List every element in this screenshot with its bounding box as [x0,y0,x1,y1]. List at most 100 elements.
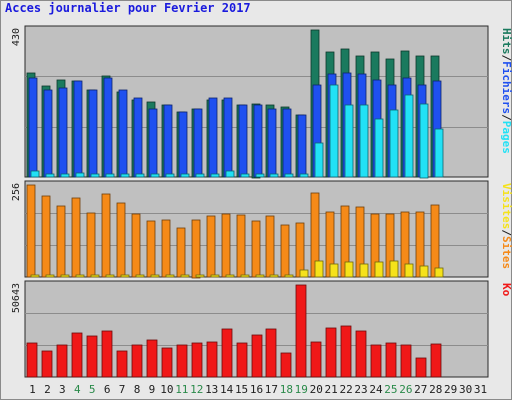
bar-sites-day-1 [26,184,36,278]
bar-visites-day-17 [269,274,279,278]
x-tick-label-day-15: 15 [235,383,248,396]
bar-ko-day-4 [71,332,83,378]
bar-ko-day-12 [191,342,203,378]
bar-pages-day-13 [210,173,220,178]
bar-pages-day-26 [404,94,414,178]
bar-ko-day-20 [310,341,322,378]
bar-ko-day-16 [251,334,263,378]
legend-entry: Pages [500,121,512,154]
bar-fichiers-day-8 [133,97,143,178]
bar-ko-day-19 [295,284,307,378]
bar-ko-day-17 [265,328,277,378]
bar-ko-day-14 [221,328,233,378]
bar-pages-day-16 [255,173,265,178]
bar-ko-day-6 [101,330,113,378]
legend-entry: / [500,114,512,121]
bar-sites-day-5 [86,212,96,278]
bar-fichiers-day-17 [267,108,277,178]
bar-sites-day-28 [430,204,440,278]
bar-visites-day-8 [135,274,145,278]
bar-pages-day-19 [299,173,309,178]
legend-entry: Visites [500,183,512,229]
x-tick-label-day-6: 6 [104,383,111,396]
panel-bottom-ymax-label: 50643 [11,283,22,313]
x-tick-label-day-17: 17 [265,383,278,396]
bar-ko-day-11 [176,344,188,378]
bar-fichiers-day-5 [88,89,98,178]
x-tick-label-day-19: 19 [295,383,308,396]
legend-entry: / [500,55,512,62]
bar-fichiers-day-1 [28,77,38,178]
bar-visites-day-5 [90,274,100,278]
x-tick-label-day-21: 21 [325,383,338,396]
bar-sites-day-14 [221,213,231,278]
bar-visites-day-16 [255,274,265,278]
bar-pages-day-11 [180,173,190,178]
bar-ko-day-10 [161,347,173,378]
bar-sites-day-6 [101,193,111,278]
bar-visites-day-22 [344,261,354,278]
bar-pages-day-3 [60,173,70,178]
bar-ko-day-26 [400,344,412,378]
bar-visites-day-20 [314,260,324,278]
x-tick-label-day-10: 10 [160,383,173,396]
bar-visites-day-24 [374,261,384,278]
x-tick-label-day-29: 29 [444,383,457,396]
x-tick-label-day-13: 13 [205,383,218,396]
x-tick-label-day-31: 31 [474,383,487,396]
bar-sites-day-11 [176,227,186,278]
legend-entry: Fichiers [500,61,512,114]
x-tick-label-day-2: 2 [44,383,51,396]
legend-entry: Hits [500,28,512,55]
x-tick-label-day-30: 30 [459,383,472,396]
bar-pages-day-9 [150,173,160,178]
bar-visites-day-13 [210,274,220,278]
legend-entry: Sites [500,236,512,269]
bar-ko-day-18 [280,352,292,378]
bar-pages-day-20 [314,142,324,178]
legend-entry: Ko [500,283,512,297]
bar-pages-day-18 [284,173,294,178]
bar-pages-day-25 [389,109,399,178]
bar-pages-day-22 [344,104,354,178]
bar-sites-day-13 [206,215,216,278]
x-tick-label-day-23: 23 [354,383,367,396]
bar-ko-day-25 [385,342,397,378]
bar-fichiers-day-7 [118,89,128,178]
x-tick-label-day-22: 22 [339,383,352,396]
bar-fichiers-day-19 [297,114,307,178]
x-tick-label-day-25: 25 [384,383,397,396]
legend-entry: / [500,229,512,236]
x-tick-label-day-1: 1 [29,383,36,396]
panel-middle-ymax-label: 256 [11,183,22,201]
bar-fichiers-day-4 [73,80,83,178]
bar-ko-day-15 [236,342,248,378]
bar-sites-day-8 [131,213,141,278]
bar-pages-day-17 [269,173,279,178]
bar-visites-day-10 [165,274,175,278]
bar-pages-day-21 [329,84,339,178]
x-tick-label-day-4: 4 [74,383,81,396]
panel-top-legend: Hits/Fichiers/Pages [500,28,512,154]
bar-pages-day-23 [359,104,369,178]
x-tick-label-day-18: 18 [280,383,293,396]
bar-ko-day-21 [325,327,337,378]
bar-ko-day-5 [86,335,98,378]
bar-fichiers-day-12 [193,108,203,178]
bar-pages-day-2 [45,173,55,178]
bar-ko-day-8 [131,344,143,378]
bar-visites-day-21 [329,263,339,278]
bar-pages-day-28 [434,128,444,178]
bar-fichiers-day-10 [163,104,173,178]
bar-visites-day-14 [225,274,235,278]
chart-title: Acces journalier pour Fevrier 2017 [5,1,251,15]
bar-ko-day-22 [340,325,352,378]
bar-fichiers-day-11 [178,111,188,178]
bar-pages-day-14 [225,170,235,178]
x-tick-label-day-7: 7 [119,383,126,396]
bar-visites-day-23 [359,263,369,278]
x-tick-label-day-12: 12 [190,383,203,396]
bar-sites-day-9 [146,220,156,278]
bar-visites-day-1 [30,274,40,278]
